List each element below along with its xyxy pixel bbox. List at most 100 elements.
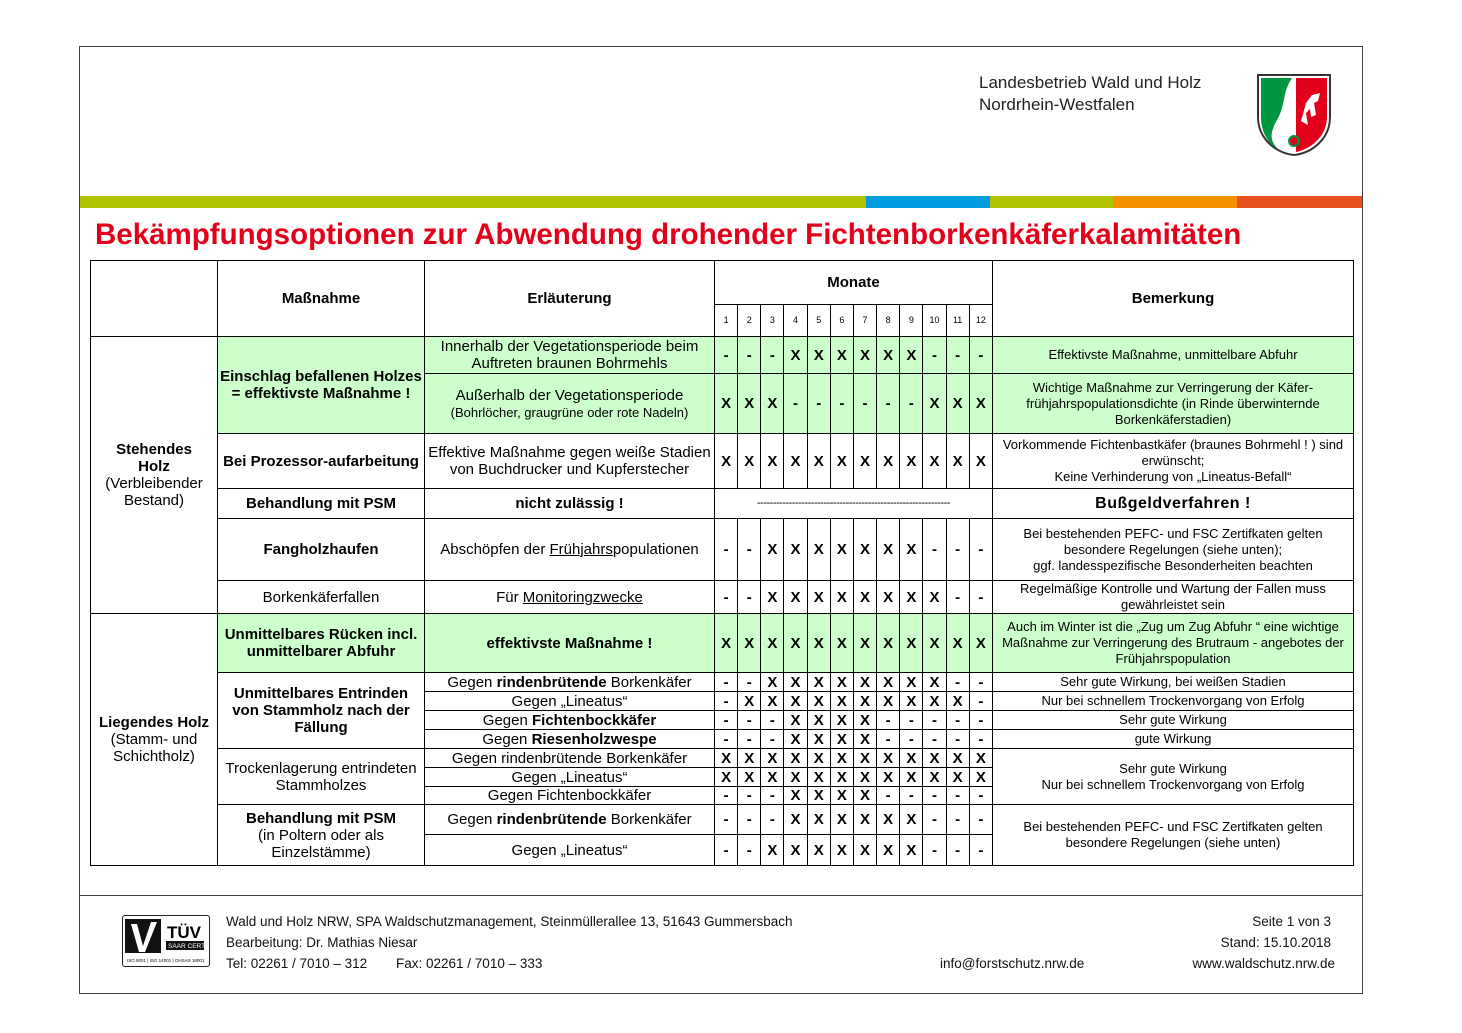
month-cell: X: [968, 433, 994, 489]
month-cell: X: [829, 672, 854, 692]
month-cell: X: [760, 433, 785, 489]
month-cell: -: [876, 786, 901, 805]
bemerkung-cell: Bußgeldverfahren !: [992, 488, 1354, 519]
month-cell: X: [876, 834, 901, 866]
massnahme-cell: Einschlag befallenen Holzes = effektivste…: [217, 336, 425, 434]
month-cell: X: [829, 710, 854, 730]
month-cell: -: [713, 804, 739, 835]
month-number-9: 9: [899, 304, 924, 337]
erlaeuterung-cell: Abschöpfen der Frühjahrspopulationen: [424, 518, 715, 581]
footer-email-link[interactable]: info@forstschutz.nrw.de: [940, 956, 1085, 971]
month-cell: X: [968, 767, 994, 787]
month-cell: -: [945, 336, 970, 374]
month-cell: X: [806, 729, 831, 749]
month-cell: -: [737, 336, 762, 374]
color-bar-green: [80, 196, 866, 208]
month-cell: X: [968, 748, 994, 768]
month-number-5: 5: [806, 304, 831, 337]
month-cell: X: [829, 834, 854, 866]
month-cell: -: [968, 804, 994, 835]
month-cell: X: [783, 729, 808, 749]
month-cell: X: [852, 433, 878, 489]
month-cell: -: [713, 518, 739, 581]
month-cell: X: [899, 580, 924, 614]
month-cell: X: [806, 786, 831, 805]
month-cell: -: [945, 518, 970, 581]
month-cell: X: [876, 767, 901, 787]
month-cell: X: [945, 767, 970, 787]
month-cell: -: [760, 729, 785, 749]
bemerkung-cell: Vorkommende Fichtenbastkäfer (braunes Bo…: [992, 433, 1354, 489]
erlaeuterung-cell: Für Monitoringzwecke: [424, 580, 715, 614]
group-stehendes-holz: Stehendes Holz (Verbleibender Bestand): [90, 336, 218, 614]
erlaeuterung-cell: Gegen „Lineatus“: [424, 767, 715, 787]
massnahme-cell: Bei Prozessor-aufarbeitung: [217, 433, 425, 489]
month-cell: X: [968, 613, 994, 673]
month-cell: X: [899, 613, 924, 673]
month-cell: X: [737, 433, 762, 489]
month-cell: X: [852, 729, 878, 749]
month-cell: X: [829, 804, 854, 835]
massnahme-cell: Behandlung mit PSM: [217, 488, 425, 519]
color-bar-orange: [1113, 196, 1237, 208]
bemerkung-cell: Auch im Winter ist die „Zug um Zug Abfuh…: [992, 613, 1354, 673]
bemerkung-cell: Regelmäßige Kontrolle und Wartung der Fa…: [992, 580, 1354, 614]
erlaeuterung-cell: nicht zulässig !: [424, 488, 715, 519]
month-cell: X: [829, 729, 854, 749]
month-cell: X: [783, 691, 808, 711]
month-cell: X: [945, 433, 970, 489]
month-cell: -: [713, 834, 739, 866]
erlaeuterung-cell: Gegen „Lineatus“: [424, 834, 715, 866]
bemerkung-cell: Effektivste Maßnahme, unmittelbare Abfuh…: [992, 336, 1354, 374]
bemerkung-cell: Sehr gute Wirkung, bei weißen Stadien: [992, 672, 1354, 692]
massnahme-cell: Behandlung mit PSM (in Poltern oder als E…: [217, 804, 425, 866]
month-cell: X: [852, 834, 878, 866]
month-cell: X: [783, 834, 808, 866]
month-cell: -: [968, 729, 994, 749]
month-cell: -: [922, 336, 947, 374]
month-cell: -: [922, 729, 947, 749]
month-cell: X: [876, 691, 901, 711]
bemerkung-cell: Sehr gute Wirkung: [992, 710, 1354, 730]
month-cell: -: [945, 786, 970, 805]
month-cell: X: [968, 373, 994, 434]
month-cell: -: [760, 710, 785, 730]
month-cell: X: [852, 691, 878, 711]
svg-text:SAAR CERT: SAAR CERT: [168, 943, 205, 950]
month-cell: X: [945, 748, 970, 768]
color-bar-green-2: [990, 196, 1113, 208]
footer-stand: Stand: 15.10.2018: [1220, 935, 1331, 950]
month-number-1: 1: [713, 304, 739, 337]
month-cell: X: [922, 580, 947, 614]
month-cell: X: [783, 767, 808, 787]
tuv-cert-logo: TÜV SAAR CERT ISO 9001 | ISO 14001 | OHSAS…: [122, 915, 210, 967]
month-cell: X: [852, 672, 878, 692]
month-cell: X: [852, 336, 878, 374]
month-cell: X: [945, 691, 970, 711]
footer-tel: Tel: 02261 / 7010 – 312: [226, 956, 368, 971]
month-cell: -: [945, 834, 970, 866]
month-cell: -: [945, 580, 970, 614]
month-cell: -: [737, 786, 762, 805]
month-cell: X: [945, 613, 970, 673]
month-cell: X: [829, 613, 854, 673]
month-cell: X: [783, 710, 808, 730]
month-cell: -: [922, 786, 947, 805]
bemerkung-cell: Bei bestehenden PEFC- und FSC Zertifkate…: [992, 518, 1354, 581]
month-cell: X: [876, 518, 901, 581]
month-cell: X: [783, 433, 808, 489]
page-frame: [79, 46, 1363, 994]
group-liegendes-holz: Liegendes Holz (Stamm- und Schichtholz): [90, 613, 218, 866]
footer-fax: Fax: 02261 / 7010 – 333: [396, 956, 543, 971]
month-cell: X: [783, 672, 808, 692]
month-cell: -: [968, 580, 994, 614]
header-massnahme: Maßnahme: [217, 260, 425, 337]
erlaeuterung-cell: effektivste Maßnahme !: [424, 613, 715, 673]
month-cell: X: [922, 767, 947, 787]
footer-website-link[interactable]: www.waldschutz.nrw.de: [1192, 956, 1335, 971]
month-cell: -: [852, 373, 878, 434]
month-cell: -: [945, 804, 970, 835]
bemerkung-cell: Bei bestehenden PEFC- und FSC Zertifkate…: [992, 804, 1354, 866]
month-cell: -: [737, 580, 762, 614]
month-cell: -: [713, 691, 739, 711]
